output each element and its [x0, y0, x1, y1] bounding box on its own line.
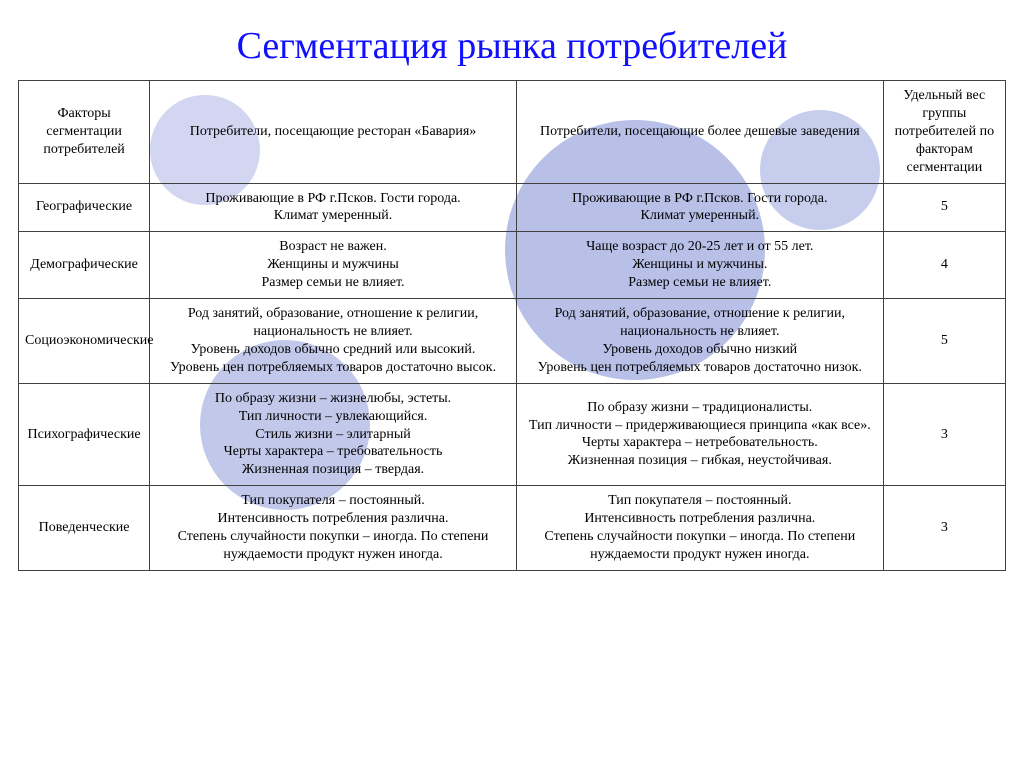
cell-factor: Демографические	[19, 232, 150, 299]
slide: Сегментация рынка потребителей Факторы с…	[0, 0, 1024, 767]
cell-weight: 3	[883, 383, 1005, 486]
table-container: Факторы сегментации потребителей Потреби…	[0, 80, 1024, 571]
cell-bavaria: Род занятий, образование, отношение к ре…	[150, 299, 517, 384]
cell-factor: Психографические	[19, 383, 150, 486]
cell-cheaper: По образу жизни – традиционалисты. Тип л…	[516, 383, 883, 486]
cell-bavaria: По образу жизни – жизнелюбы, эстеты. Тип…	[150, 383, 517, 486]
table-header-row: Факторы сегментации потребителей Потреби…	[19, 81, 1006, 184]
slide-title: Сегментация рынка потребителей	[0, 0, 1024, 80]
cell-weight: 5	[883, 299, 1005, 384]
table-row: Поведенческие Тип покупателя – постоянны…	[19, 486, 1006, 571]
cell-cheaper: Чаще возраст до 20-25 лет и от 55 лет. Ж…	[516, 232, 883, 299]
col-header-factor: Факторы сегментации потребителей	[19, 81, 150, 184]
segmentation-table: Факторы сегментации потребителей Потреби…	[18, 80, 1006, 571]
cell-factor: Поведенческие	[19, 486, 150, 571]
col-header-weight: Удельный вес группы потребителей по факт…	[883, 81, 1005, 184]
table-row: Географические Проживающие в РФ г.Псков.…	[19, 183, 1006, 232]
cell-bavaria: Тип покупателя – постоянный. Интенсивнос…	[150, 486, 517, 571]
cell-cheaper: Род занятий, образование, отношение к ре…	[516, 299, 883, 384]
cell-bavaria: Проживающие в РФ г.Псков. Гости города. …	[150, 183, 517, 232]
col-header-cheaper: Потребители, посещающие более дешевые за…	[516, 81, 883, 184]
table-row: Социоэкономические Род занятий, образова…	[19, 299, 1006, 384]
cell-cheaper: Тип покупателя – постоянный. Интенсивнос…	[516, 486, 883, 571]
col-header-bavaria: Потребители, посещающие ресторан «Бавари…	[150, 81, 517, 184]
cell-factor: Географические	[19, 183, 150, 232]
cell-weight: 4	[883, 232, 1005, 299]
cell-cheaper: Проживающие в РФ г.Псков. Гости города. …	[516, 183, 883, 232]
cell-weight: 5	[883, 183, 1005, 232]
cell-weight: 3	[883, 486, 1005, 571]
table-row: Психографические По образу жизни – жизне…	[19, 383, 1006, 486]
cell-factor: Социоэкономические	[19, 299, 150, 384]
cell-bavaria: Возраст не важен. Женщины и мужчины Разм…	[150, 232, 517, 299]
table-row: Демографические Возраст не важен. Женщин…	[19, 232, 1006, 299]
